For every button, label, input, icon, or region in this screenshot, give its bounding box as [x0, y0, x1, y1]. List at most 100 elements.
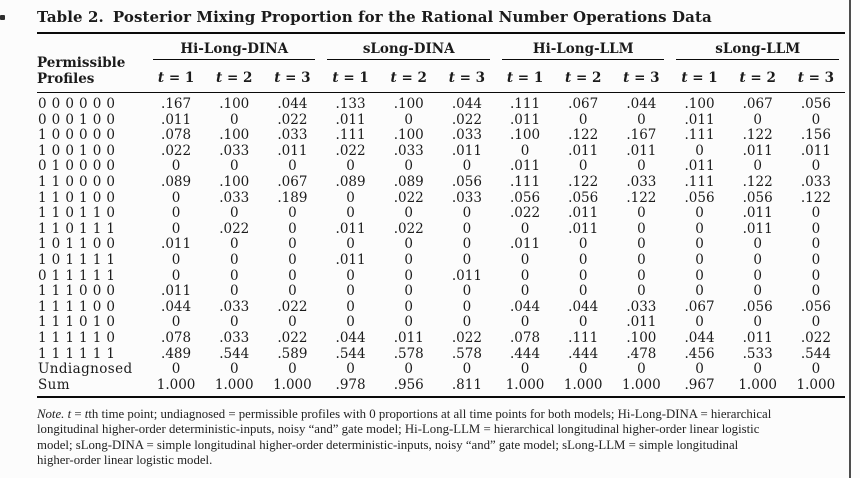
- value-cell: 0: [637, 236, 646, 253]
- value-cell: .033: [626, 173, 657, 190]
- value-cell: .122: [568, 127, 599, 144]
- table-row: 1 1 1 0 0 0 .011 0 0 0 0 0 0 0 0 0 0 0: [37, 284, 845, 300]
- value-cell: .978: [335, 376, 366, 393]
- value-cell: .011: [510, 158, 541, 175]
- value-cell: 0: [462, 236, 472, 253]
- value-cell: .011: [335, 220, 366, 237]
- value-cell: 0: [578, 361, 588, 378]
- value-cell: 0: [346, 361, 355, 378]
- value-cell: 0: [811, 220, 821, 237]
- value-cell: .056: [684, 189, 715, 206]
- paper-table-page: Table 2. Posterior Mixing Proportion for …: [37, 8, 845, 467]
- value-cell: 0: [695, 205, 704, 222]
- value-cell: .033: [626, 298, 657, 315]
- value-cell: .100: [393, 127, 424, 144]
- value-cell: 0: [404, 205, 414, 222]
- value-cell: 0: [753, 236, 762, 253]
- value-cell: 0: [637, 205, 646, 222]
- value-cell: .011: [568, 220, 599, 237]
- value-cell: 0: [171, 220, 181, 237]
- value-cell: 0: [811, 205, 821, 222]
- value-cell: 0: [578, 158, 588, 175]
- value-cell: .022: [277, 111, 308, 128]
- value-cell: 0: [520, 267, 530, 284]
- value-cell: .444: [510, 345, 541, 362]
- value-cell: 0: [346, 205, 355, 222]
- value-cell: 1.000: [796, 376, 836, 393]
- value-cell: 0: [346, 283, 355, 300]
- value-cell: 0: [404, 111, 414, 128]
- value-cell: 0: [811, 251, 821, 268]
- column-group-hi-long-dina: Hi-Long-DINA: [147, 33, 321, 60]
- value-cell: .011: [161, 283, 192, 300]
- value-cell: 0: [171, 158, 181, 175]
- value-cell: .811: [451, 376, 482, 393]
- column-group-label: sLong-LLM: [676, 41, 839, 60]
- value-cell: .044: [277, 96, 308, 112]
- group-header-row: Permissible Profiles Hi-Long-DINA sLong-…: [37, 33, 845, 93]
- value-cell: 0: [695, 314, 704, 331]
- value-cell: .089: [393, 173, 424, 190]
- value-cell: 0: [753, 111, 762, 128]
- value-cell: .056: [800, 298, 831, 315]
- value-cell: 0: [520, 314, 530, 331]
- profile-cell: 1 1 1 0 1 0: [38, 314, 116, 331]
- value-cell: 0: [811, 158, 821, 175]
- profile-cell: 1 1 0 0 0 0: [38, 173, 116, 190]
- value-cell: 0: [288, 205, 297, 222]
- value-cell: .133: [335, 96, 366, 112]
- value-cell: 1.000: [156, 376, 196, 393]
- column-group-slong-llm: sLong-LLM: [670, 33, 845, 60]
- value-cell: .489: [161, 345, 192, 362]
- value-cell: 0: [288, 236, 297, 253]
- value-cell: .544: [219, 345, 250, 362]
- table-row: 1 0 1 1 0 0 .011 0 0 0 0 0 .011 0 0 0 0 0: [37, 237, 845, 253]
- value-cell: .022: [393, 189, 424, 206]
- value-cell: 0: [229, 267, 239, 284]
- value-cell: 0: [462, 205, 472, 222]
- table-row: 1 1 1 1 0 0 .044 .033 .022 0 0 0 .044 .044 .033 .0…: [37, 298, 845, 316]
- time-col-header: t = 2: [728, 60, 787, 93]
- value-cell: 0: [811, 267, 821, 284]
- value-cell: .456: [684, 345, 715, 362]
- value-cell: 0: [229, 314, 239, 331]
- value-cell: 0: [811, 314, 821, 331]
- value-cell: .167: [161, 96, 192, 112]
- time-col-header: t = 3: [786, 60, 845, 93]
- value-cell: 0: [171, 251, 181, 268]
- value-cell: .056: [451, 173, 482, 190]
- value-cell: 0: [229, 251, 239, 268]
- table-row: 1 0 0 1 0 0 .022 .033 .011 .022 .033 .011 0 .011…: [37, 142, 845, 160]
- page-edge-line: [849, 0, 851, 478]
- table-row: 1 1 0 1 1 1 0 .022 0 .011 .022 0 0 .011 0 0 .011 0: [37, 220, 845, 238]
- note-line: model; sLong-DINA = simple longitudinal …: [37, 437, 739, 452]
- value-cell: .044: [568, 298, 599, 315]
- value-cell: 0: [520, 283, 530, 300]
- value-cell: 0: [288, 220, 297, 237]
- value-cell: .078: [161, 329, 192, 346]
- table-row: 1 0 1 1 1 1 0 0 0 .011 0 0 0 0 0 0 0 0: [37, 251, 845, 269]
- value-cell: .122: [626, 189, 657, 206]
- value-cell: 0: [288, 267, 297, 284]
- value-cell: .033: [219, 142, 250, 159]
- value-cell: .478: [626, 345, 657, 362]
- note-line: longitudinal higher-order deterministic-…: [37, 422, 760, 437]
- table-body: 0 0 0 0 0 0 .167 .100 .044 .133 .100 .044 .111.…: [37, 93, 845, 398]
- value-cell: .011: [510, 111, 541, 128]
- table-row: 1 1 1 1 1 0 .078 .033 .022 .044 .011 .022 .078.…: [37, 329, 845, 347]
- value-cell: .033: [451, 127, 482, 144]
- value-cell: 0: [578, 267, 588, 284]
- table-row: 0 1 0 0 0 0 0 0 0 0 0 0 .011 0 0 .011 0 0: [37, 159, 845, 175]
- value-cell: 0: [462, 251, 472, 268]
- value-cell: .056: [568, 189, 599, 206]
- value-cell: 0: [462, 361, 472, 378]
- profile-cell: 1 1 0 1 0 0: [38, 189, 116, 206]
- value-cell: 0: [753, 267, 762, 284]
- value-cell: .022: [219, 220, 250, 237]
- value-cell: .067: [684, 298, 715, 315]
- time-col-header: t = 3: [437, 60, 496, 93]
- profile-cell: 1 1 0 1 1 0: [38, 205, 116, 222]
- value-cell: .044: [335, 329, 366, 346]
- value-cell: .956: [393, 376, 424, 393]
- value-cell: .022: [451, 111, 482, 128]
